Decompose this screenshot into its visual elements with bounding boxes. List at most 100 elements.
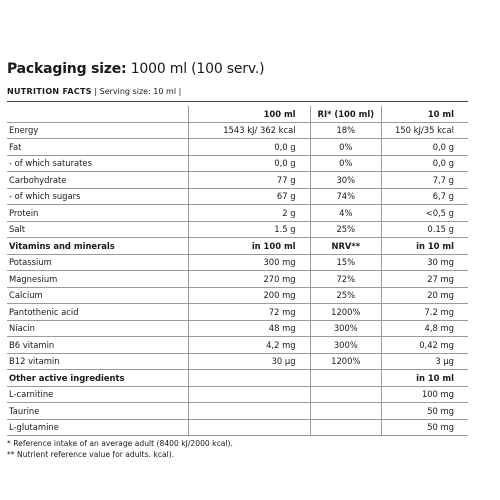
packaging-size: Packaging size: 1000 ml (100 serv.) xyxy=(7,58,468,80)
table-row: Salt 1.5 g 25% 0.15 g xyxy=(7,221,468,238)
table-row: L-carnitine 100 mg xyxy=(7,386,468,403)
nutrition-facts-header: NUTRITION FACTS | Serving size: 10 ml | xyxy=(7,86,468,102)
table-cell: - of which sugars xyxy=(7,188,189,205)
column-header: RI* (100 ml) xyxy=(309,106,382,123)
table-cell xyxy=(309,402,382,420)
table-cell: 2 g xyxy=(188,204,311,222)
table-cell: Niacin xyxy=(7,320,189,337)
table-cell: 0,42 mg xyxy=(381,336,468,354)
table-cell: 6,7 g xyxy=(381,188,468,205)
table-row: Fat 0,0 g 0% 0,0 g xyxy=(7,138,468,156)
table-cell: Protein xyxy=(7,204,189,222)
table-cell: 50 mg xyxy=(381,419,468,436)
column-header: 10 ml xyxy=(381,106,468,123)
table-cell: 77 g xyxy=(188,171,311,189)
table-cell: 1200% xyxy=(309,303,382,321)
table-cell: <0,5 g xyxy=(381,204,468,222)
table-cell: 72% xyxy=(309,270,382,288)
table-row: Niacin 48 mg 300% 4,8 mg xyxy=(7,320,468,337)
section-header-cell: NRV** xyxy=(309,237,382,255)
table-cell: 0% xyxy=(309,155,382,172)
table-cell xyxy=(309,419,382,436)
column-header: 100 ml xyxy=(188,106,311,123)
footnote: * Reference intake of an average adult (… xyxy=(7,439,233,448)
header-separator-end: | xyxy=(176,87,182,96)
footnotes: * Reference intake of an average adult (… xyxy=(7,438,468,460)
table-cell: 1.5 g xyxy=(188,221,311,238)
serving-size: Serving size: 10 ml xyxy=(99,87,177,96)
table-cell: L-carnitine xyxy=(7,386,189,403)
column-header-row: 100 ml RI* (100 ml) 10 ml xyxy=(7,106,468,123)
section-header-cell: Vitamins and minerals xyxy=(7,237,189,255)
table-cell: 48 mg xyxy=(188,320,311,337)
table-cell: Calcium xyxy=(7,287,189,304)
table-cell: Potassium xyxy=(7,254,189,271)
table-cell: 0.15 g xyxy=(381,221,468,238)
table-cell xyxy=(188,402,311,420)
table-cell: 1543 kJ/ 362 kcal xyxy=(188,122,311,139)
section-header-cell: Other active ingredients xyxy=(7,369,189,387)
table-cell: 150 kJ/35 kcal xyxy=(381,122,468,139)
section-header-cell: in 10 ml xyxy=(381,369,468,387)
section-header-cell: in 10 ml xyxy=(381,237,468,255)
table-cell: Energy xyxy=(7,122,189,139)
table-row: Energy 1543 kJ/ 362 kcal 18% 150 kJ/35 kcal xyxy=(7,122,468,139)
nutrition-table: 100 ml RI* (100 ml) 10 ml Energy 1543 kJ/… xyxy=(7,106,468,436)
table-row: Protein 2 g 4% <0,5 g xyxy=(7,204,468,222)
section-header-row: Vitamins and minerals in 100 ml NRV** in 10… xyxy=(7,237,468,255)
packaging-value: 1000 ml (100 serv.) xyxy=(126,61,265,77)
section-header-cell xyxy=(188,369,311,387)
table-row: Calcium 200 mg 25% 20 mg xyxy=(7,287,468,304)
table-cell: Salt xyxy=(7,221,189,238)
table-cell: 72 mg xyxy=(188,303,311,321)
table-cell: 0,0 g xyxy=(381,155,468,172)
table-cell: 67 g xyxy=(188,188,311,205)
section-header-cell xyxy=(309,369,382,387)
table-cell: 20 mg xyxy=(381,287,468,304)
table-cell: 270 mg xyxy=(188,270,311,288)
table-cell: Fat xyxy=(7,138,189,156)
table-cell: 30 μg xyxy=(188,353,311,370)
table-cell: 18% xyxy=(309,122,382,139)
table-cell: L-glutamine xyxy=(7,419,189,436)
table-cell: 15% xyxy=(309,254,382,271)
table-row: Magnesium 270 mg 72% 27 mg xyxy=(7,270,468,288)
table-row: Pantothenic acid 72 mg 1200% 7.2 mg xyxy=(7,303,468,321)
table-cell: 3 μg xyxy=(381,353,468,370)
table-cell xyxy=(188,386,311,403)
table-row: Carbohydrate 77 g 30% 7,7 g xyxy=(7,171,468,189)
section-header-row: Other active ingredients in 10 ml xyxy=(7,369,468,387)
nutrition-panel: Packaging size: 1000 ml (100 serv.) NUTR… xyxy=(7,58,468,460)
table-cell: 1200% xyxy=(309,353,382,370)
table-cell: 300% xyxy=(309,320,382,337)
table-cell xyxy=(309,386,382,403)
table-row: B6 vitamin 4,2 mg 300% 0,42 mg xyxy=(7,336,468,354)
footnote: ** Nutrient reference value for adults. … xyxy=(7,450,175,459)
table-row: - of which saturates 0,0 g 0% 0,0 g xyxy=(7,155,468,172)
table-cell: Carbohydrate xyxy=(7,171,189,189)
table-cell: 7,7 g xyxy=(381,171,468,189)
table-row: B12 vitamin 30 μg 1200% 3 μg xyxy=(7,353,468,370)
table-cell: 4% xyxy=(309,204,382,222)
table-cell: 25% xyxy=(309,221,382,238)
table-cell: 4,8 mg xyxy=(381,320,468,337)
table-cell: 4,2 mg xyxy=(188,336,311,354)
nutrition-facts-title: NUTRITION FACTS xyxy=(7,87,92,96)
table-cell: 27 mg xyxy=(381,270,468,288)
table-cell: 0,0 g xyxy=(381,138,468,156)
table-row: Potassium 300 mg 15% 30 mg xyxy=(7,254,468,271)
table-cell: B6 vitamin xyxy=(7,336,189,354)
table-cell: 25% xyxy=(309,287,382,304)
table-row: Taurine 50 mg xyxy=(7,402,468,420)
table-cell: 200 mg xyxy=(188,287,311,304)
table-cell: 30 mg xyxy=(381,254,468,271)
section-header-cell: in 100 ml xyxy=(188,237,311,255)
table-cell: 0,0 g xyxy=(188,155,311,172)
table-row: L-glutamine 50 mg xyxy=(7,419,468,436)
table-cell: 7.2 mg xyxy=(381,303,468,321)
table-cell: 300 mg xyxy=(188,254,311,271)
table-cell: Magnesium xyxy=(7,270,189,288)
table-cell: Taurine xyxy=(7,402,189,420)
table-cell: 50 mg xyxy=(381,402,468,420)
table-cell: 300% xyxy=(309,336,382,354)
